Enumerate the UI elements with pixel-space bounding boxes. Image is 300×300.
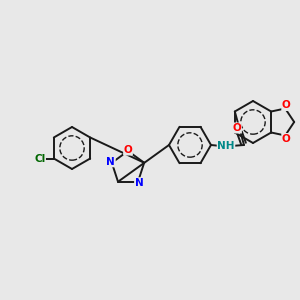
Text: O: O	[232, 123, 242, 133]
Text: O: O	[124, 145, 132, 155]
Text: O: O	[282, 100, 291, 110]
Text: Cl: Cl	[34, 154, 45, 164]
Text: N: N	[106, 157, 115, 167]
Text: NH: NH	[217, 141, 235, 151]
Text: O: O	[282, 134, 291, 143]
Text: N: N	[135, 178, 143, 188]
